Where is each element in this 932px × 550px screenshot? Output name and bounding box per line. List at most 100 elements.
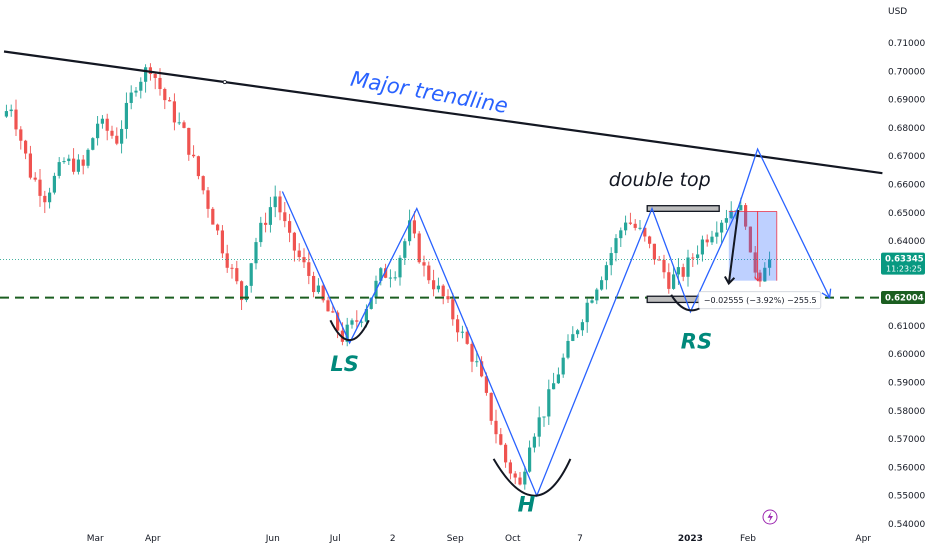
candle-body [187, 127, 191, 155]
candle-body [499, 434, 503, 445]
current-price-tag: 0.63345 11:23:25 [881, 252, 925, 275]
x-tick-label: Oct [505, 534, 521, 544]
candle-body [139, 81, 143, 91]
y-tick-label: 0.64000 [888, 237, 925, 247]
candle-body [518, 477, 522, 485]
candle-body [504, 444, 508, 463]
y-tick-label: 0.70000 [888, 67, 925, 77]
pattern-arc [329, 319, 370, 341]
candle-body [648, 236, 652, 244]
candle-body [547, 389, 551, 417]
candle-body [57, 162, 61, 176]
candle-body [316, 285, 320, 293]
candle-body [110, 130, 114, 136]
candle-body [657, 259, 661, 261]
y-tick-label: 0.61000 [888, 322, 925, 332]
candle-body [561, 357, 565, 375]
y-tick-label: 0.69000 [888, 96, 925, 106]
candle-body [91, 138, 95, 150]
major-trendline[interactable] [3, 50, 883, 175]
candle-body [676, 267, 680, 275]
candle-body [700, 239, 704, 255]
candle-body [182, 122, 186, 128]
candle-body [451, 299, 455, 320]
candle-body [422, 262, 426, 266]
y-tick-label: 0.57000 [888, 435, 925, 445]
measure-readout-text: −0.02555 (−3.92%) −255.5 [704, 296, 817, 305]
candle-body [595, 289, 599, 301]
currency-label: USD [888, 7, 907, 17]
candle-body [124, 102, 128, 129]
flash-icon[interactable] [762, 509, 778, 525]
candle-body [604, 265, 608, 281]
candle-body [14, 109, 18, 130]
pattern-zigzag-path[interactable] [281, 147, 831, 498]
candle-body [312, 275, 316, 293]
candle-body [412, 220, 416, 234]
candlestick-series [4, 63, 772, 490]
candle-body [345, 324, 349, 342]
candle-body [465, 331, 469, 344]
candle-body [297, 250, 301, 258]
candle-body [38, 179, 42, 196]
candle-body [672, 274, 676, 289]
candle-body [163, 89, 167, 101]
measure-readout-background [698, 291, 822, 310]
bar-countdown-timer: 11:23:25 [886, 265, 922, 274]
time-axis[interactable]: Mar Apr Jun Jul 2 Sep Oct 7 2023 Feb Apr [87, 534, 872, 544]
candle-body [710, 236, 714, 243]
x-tick-label: Jun [265, 534, 280, 544]
candle-body [4, 111, 8, 117]
candle-body [705, 239, 709, 243]
candle-body [720, 222, 724, 233]
candle-body [76, 159, 80, 172]
x-tick-label: Sep [447, 534, 464, 544]
candle-body [446, 296, 450, 300]
projection-arrowhead [821, 288, 832, 299]
candle-body [129, 92, 133, 103]
candle-body [148, 67, 152, 75]
candle-body [662, 259, 666, 273]
candle-body [244, 285, 248, 301]
candle-body [19, 129, 23, 141]
candle-body [724, 218, 728, 223]
candle-body [355, 320, 359, 322]
candle-body [158, 77, 162, 90]
candle-body [552, 383, 556, 390]
candle-body [331, 311, 335, 313]
measure-arrowhead [754, 276, 761, 282]
candle-body [691, 257, 695, 259]
candle-body [230, 267, 234, 269]
candle-body [729, 210, 733, 219]
support-price-tag: 0.62004 [881, 291, 925, 305]
candle-body [206, 190, 210, 209]
candle-body [748, 226, 752, 253]
x-tick-label: 7 [577, 534, 583, 544]
candle-body [537, 417, 541, 437]
double-top-zone-box[interactable] [646, 205, 720, 213]
candle-body [96, 123, 100, 139]
y-tick-label: 0.60000 [888, 350, 925, 360]
candle-body [566, 340, 570, 358]
candle-body [235, 268, 239, 282]
candle-body [403, 241, 407, 258]
trendline-anchor-dot[interactable] [222, 80, 227, 85]
candle-body [528, 447, 532, 472]
double-top-drop-arrow[interactable] [727, 209, 740, 284]
candle-body [28, 153, 32, 178]
candle-body [273, 196, 277, 208]
candle-body [408, 220, 412, 242]
right-shoulder-label: RS [681, 330, 712, 354]
candle-body [542, 416, 546, 418]
candle-body [369, 297, 373, 309]
candle-body [283, 212, 287, 222]
candle-body [585, 302, 589, 323]
candle-body [360, 321, 364, 323]
candle-body [379, 268, 383, 281]
y-tick-label: 0.55000 [888, 492, 925, 502]
candle-body [292, 232, 296, 251]
candle-body [288, 221, 292, 233]
candle-body [667, 272, 671, 289]
candle-body [753, 252, 757, 273]
